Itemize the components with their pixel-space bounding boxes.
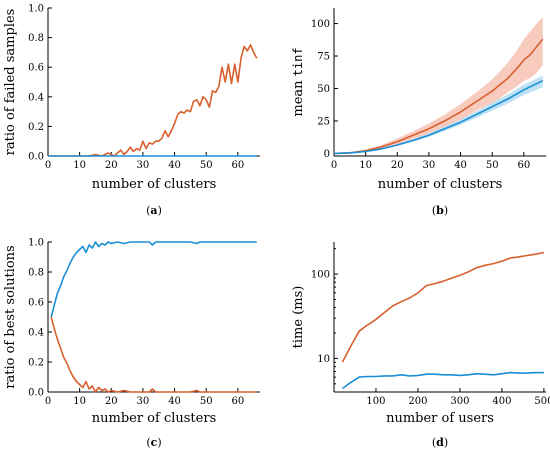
x-tick-label: 10 [359, 160, 372, 171]
series-line-orange [341, 251, 545, 363]
y-tick-label: 1.0 [28, 238, 44, 249]
x-tick-label: 0 [45, 396, 51, 407]
x-tick-label: 60 [517, 160, 530, 171]
x-tick-label: 10 [73, 160, 86, 171]
panel-label: (c) [146, 436, 161, 449]
panel-label: (b) [432, 204, 448, 217]
y-tick-label: 10 [317, 354, 330, 365]
x-tick-label: 30 [137, 160, 150, 171]
y-axis-label: ratio of failed samples [3, 9, 18, 156]
y-tick-label: 0.6 [28, 298, 44, 309]
chart-b: 0 10 20 30 40 50 60 0 25 50 75 100 number of cluster… [291, 8, 546, 217]
series-line-blue [341, 371, 544, 390]
x-axis-label: number of clusters [378, 177, 503, 192]
x-tick-label: 400 [492, 396, 511, 407]
x-tick-label: 200 [408, 396, 427, 407]
x-tick-label: 10 [73, 396, 86, 407]
y-tick-label: 0.0 [28, 388, 44, 399]
y-tick-label: 0.2 [28, 358, 44, 369]
series-line-orange [50, 316, 257, 393]
series-line-blue [50, 241, 257, 318]
x-tick-label: 40 [168, 160, 181, 171]
chart-a: 0 10 20 30 40 50 60 0.0 0.2 0.4 0.6 0.8 1.0 number of… [3, 4, 260, 217]
x-tick-label: 40 [168, 396, 181, 407]
y-tick-label: 0.4 [28, 328, 44, 339]
y-tick-label: 50 [317, 84, 330, 95]
y-tick-label: 100 [311, 270, 330, 281]
x-tick-label: 0 [45, 160, 51, 171]
x-tick-label: 60 [231, 396, 244, 407]
y-tick-label: 1.0 [28, 4, 44, 15]
y-tick-label: 0 [324, 149, 330, 160]
panel-label: (a) [146, 204, 162, 217]
y-tick-label: 75 [317, 52, 330, 63]
x-tick-label: 300 [450, 396, 469, 407]
y-tick-label: 100 [311, 19, 330, 30]
x-tick-label: 20 [105, 160, 118, 171]
x-tick-label: 50 [200, 160, 213, 171]
x-tick-label: 100 [366, 396, 385, 407]
chart-d: 10020030040050010100number of userstime … [291, 242, 550, 449]
y-axis-label: ratio of best solutions [3, 245, 18, 388]
x-axis-label: number of users [386, 411, 494, 426]
panel-label: (d) [432, 436, 448, 449]
y-tick-label: 0.8 [28, 33, 44, 44]
x-tick-label: 0 [331, 160, 337, 171]
series-band-orange [334, 17, 543, 154]
series-line-orange [333, 38, 544, 155]
y-tick-label: 0.0 [28, 152, 44, 163]
x-tick-label: 40 [454, 160, 467, 171]
chart-c: 0 10 20 30 40 50 60 0.0 0.2 0.4 0.6 0.8 1.0 number of… [3, 238, 260, 449]
y-tick-label: 0.4 [28, 92, 44, 103]
x-tick-label: 500 [534, 396, 550, 407]
series-line-orange [48, 44, 258, 157]
y-tick-label: 25 [317, 116, 330, 127]
x-axis-label: number of clusters [92, 177, 217, 192]
y-tick-label: 0.2 [28, 122, 44, 133]
x-tick-label: 60 [231, 160, 244, 171]
x-tick-label: 30 [137, 396, 150, 407]
x-axis-label: number of clusters [92, 411, 217, 426]
y-axis-label: time (ms) [291, 286, 306, 349]
x-tick-label: 20 [105, 396, 118, 407]
y-axis-label: mean tinf [291, 47, 306, 116]
x-tick-label: 50 [200, 396, 213, 407]
x-tick-label: 20 [391, 160, 404, 171]
y-tick-label: 0.6 [28, 63, 44, 74]
y-tick-label: 0.8 [28, 268, 44, 279]
x-tick-label: 30 [423, 160, 436, 171]
x-tick-label: 50 [486, 160, 499, 171]
series-line-blue [333, 79, 544, 155]
